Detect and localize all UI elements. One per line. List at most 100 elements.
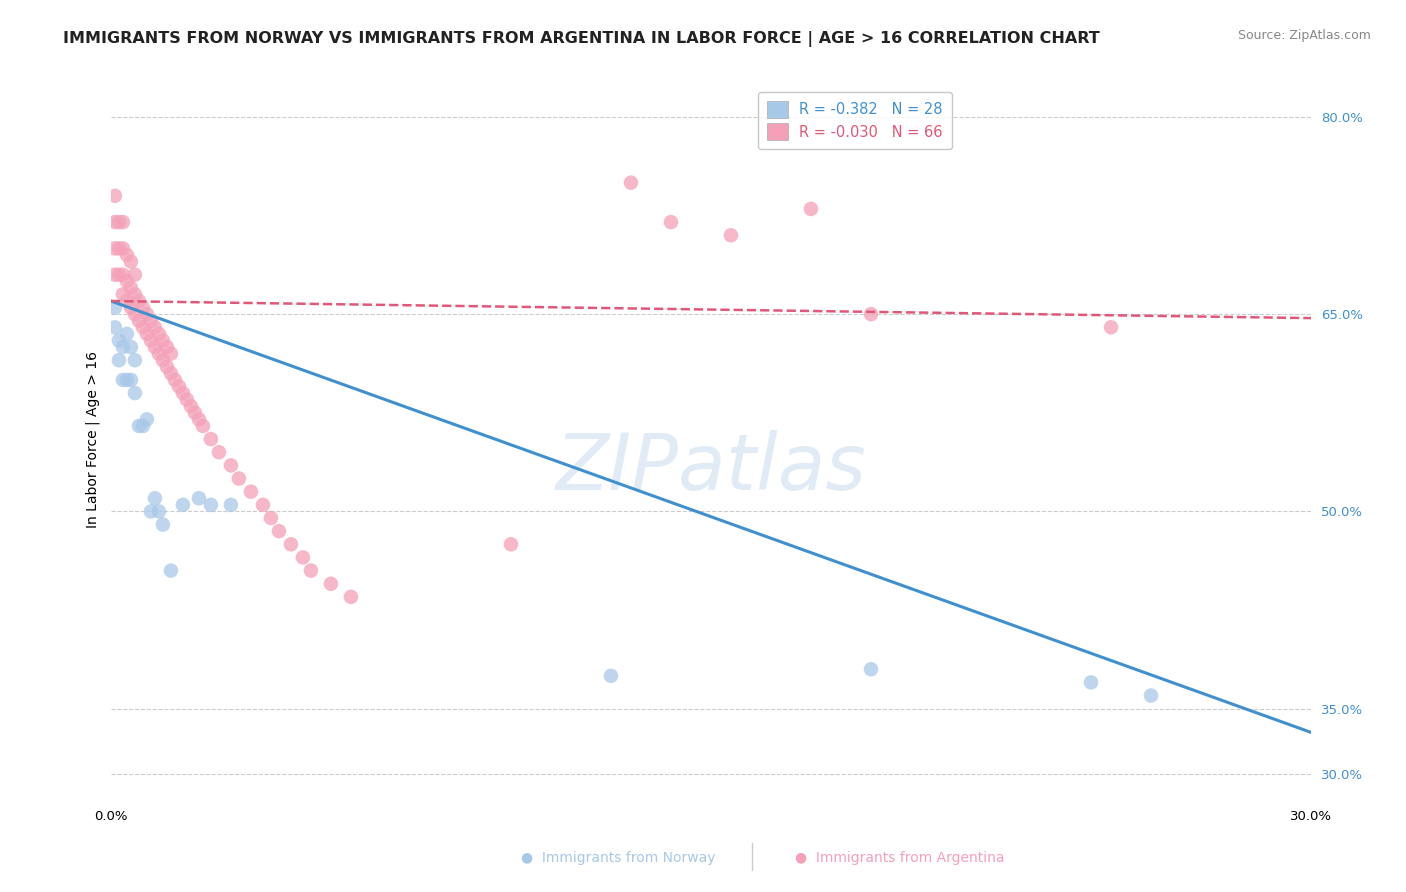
Point [132,419,155,434]
Point [111,287,134,301]
Point [187,412,209,426]
Point [120,281,142,295]
Point [208,445,231,459]
Point [859,307,882,321]
Point [104,215,127,229]
Point [191,419,214,434]
Point [160,367,183,381]
Legend: R = -0.382   N = 28, R = -0.030   N = 66: R = -0.382 N = 28, R = -0.030 N = 66 [758,92,952,149]
Point [499,537,522,551]
Point [143,340,166,354]
Point [120,373,142,387]
Point [111,241,134,255]
Point [104,320,127,334]
Point [128,293,150,308]
Point [124,353,146,368]
Point [200,498,222,512]
Point [104,268,127,282]
Point [600,669,623,683]
Point [108,241,131,255]
Point [200,432,222,446]
Point [163,373,186,387]
Point [104,189,127,203]
Point [111,340,134,354]
Point [219,498,242,512]
Point [115,326,138,341]
Point [108,215,131,229]
Point [228,471,250,485]
Point [104,301,127,315]
Point [299,564,322,578]
Point [104,241,127,255]
Point [152,353,174,368]
Point [1099,320,1122,334]
Point [239,484,262,499]
Text: ●  Immigrants from Argentina: ● Immigrants from Argentina [794,851,1005,865]
Point [132,301,155,315]
Point [124,287,146,301]
Point [128,419,150,434]
Point [1080,675,1102,690]
Point [135,412,157,426]
Point [128,314,150,328]
Point [252,498,274,512]
Point [120,340,142,354]
Point [108,353,131,368]
Point [135,326,157,341]
Point [148,326,170,341]
Point [135,307,157,321]
Point [115,293,138,308]
Point [148,346,170,360]
Text: ZIPatlas: ZIPatlas [555,430,866,506]
Point [172,386,194,401]
Y-axis label: In Labor Force | Age > 16: In Labor Force | Age > 16 [86,351,100,527]
Point [187,491,209,506]
Point [280,537,302,551]
Point [108,268,131,282]
Point [720,228,742,243]
Point [152,334,174,348]
Point [111,215,134,229]
Point [859,662,882,676]
Point [184,406,207,420]
Point [115,274,138,288]
Text: Source: ZipAtlas.com: Source: ZipAtlas.com [1237,29,1371,42]
Point [800,202,823,216]
Point [160,346,183,360]
Point [120,254,142,268]
Point [111,373,134,387]
Point [143,320,166,334]
Point [167,379,190,393]
Point [659,215,682,229]
Point [340,590,363,604]
Point [319,576,342,591]
Point [260,511,283,525]
Point [1140,689,1163,703]
Point [148,504,170,518]
Point [124,307,146,321]
Point [115,373,138,387]
Point [291,550,314,565]
Point [111,268,134,282]
Point [620,176,643,190]
Point [219,458,242,473]
Point [160,564,183,578]
Point [172,498,194,512]
Text: ●  Immigrants from Norway: ● Immigrants from Norway [522,851,716,865]
Text: IMMIGRANTS FROM NORWAY VS IMMIGRANTS FROM ARGENTINA IN LABOR FORCE | AGE > 16 CO: IMMIGRANTS FROM NORWAY VS IMMIGRANTS FRO… [63,31,1099,47]
Point [124,268,146,282]
Point [139,334,162,348]
Point [108,334,131,348]
Point [267,524,290,538]
Point [176,392,198,407]
Point [132,320,155,334]
Point [115,248,138,262]
Point [124,386,146,401]
Point [139,314,162,328]
Point [180,399,202,413]
Point [139,504,162,518]
Point [120,301,142,315]
Point [143,491,166,506]
Point [156,359,179,374]
Point [156,340,179,354]
